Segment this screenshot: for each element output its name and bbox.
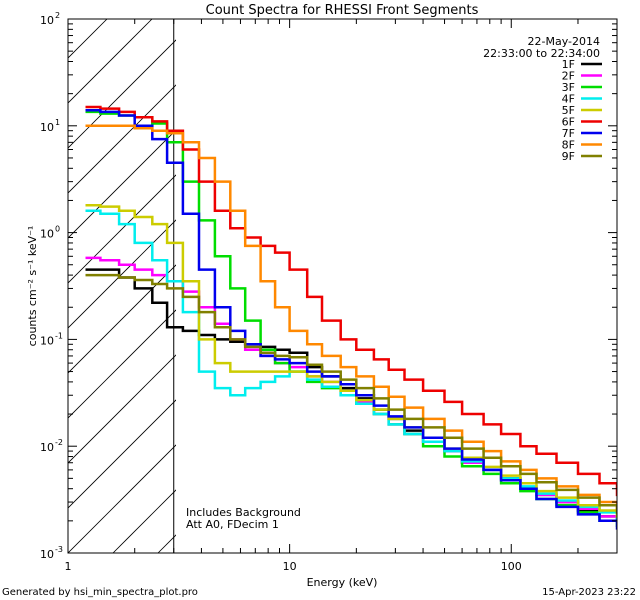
y-axis-label: counts cm⁻² s⁻¹ keV⁻¹ [26, 226, 39, 347]
legend-label-2F: 2F [562, 70, 575, 83]
legend-label-4F: 4F [562, 93, 575, 106]
hatch-line [293, 0, 640, 553]
hatch-line [68, 219, 176, 329]
legend-label-6F: 6F [562, 116, 575, 129]
plot-frame [67, 18, 618, 554]
y-tick-label: 10 [40, 441, 54, 454]
series-line-4F [85, 209, 617, 520]
y-tick-exponent: -3 [55, 545, 63, 554]
date-label: 22-May-2014 [528, 35, 600, 48]
y-tick-exponent: -1 [55, 331, 63, 340]
series-line-8F [85, 124, 617, 510]
y-tick-exponent: 2 [55, 11, 60, 20]
chart-title: Count Spectra for RHESSI Front Segments [206, 3, 479, 18]
annotation-background: Includes Background [186, 506, 301, 519]
hatch-line [383, 0, 640, 553]
legend-label-7F: 7F [562, 127, 575, 140]
hatch-line [68, 174, 176, 284]
x-tick-label: 1 [65, 560, 72, 573]
legend-label-9F: 9F [562, 150, 575, 163]
y-tick-label: 10 [40, 228, 54, 241]
hatch-line [68, 264, 176, 374]
hatch-line [68, 129, 176, 239]
legend-label-5F: 5F [562, 104, 575, 117]
excluded-region-hatch [68, 0, 640, 553]
series-layer [85, 105, 617, 530]
hatch-line [68, 19, 153, 104]
legend-label-3F: 3F [562, 81, 575, 94]
hatch-line [68, 84, 176, 194]
y-tick-label: 10 [40, 121, 54, 134]
series-line-5F [85, 204, 617, 518]
y-tick-exponent: -2 [55, 438, 63, 447]
footer-timestamp: 15-Apr-2023 23:22 [542, 587, 636, 598]
legend-label-1F: 1F [562, 58, 575, 71]
y-tick-label: 10 [40, 548, 54, 561]
y-tick-label: 10 [40, 334, 54, 347]
hatch-line [68, 39, 176, 149]
y-tick-exponent: 0 [55, 225, 60, 234]
series-line-6F [85, 105, 617, 497]
hatch-line [68, 444, 176, 553]
x-tick-label: 100 [501, 560, 522, 573]
legend-label-8F: 8F [562, 139, 575, 152]
footer-generated-by: Generated by hsi_min_spectra_plot.pro [2, 587, 198, 598]
hatch-line [68, 19, 108, 59]
series-line-9F [85, 273, 617, 514]
hatch-line [68, 354, 176, 464]
hatch-line [68, 399, 176, 509]
annotation-attenuator: Att A0, FDecim 1 [186, 518, 279, 531]
x-axis-label: Energy (keV) [307, 576, 378, 589]
x-tick-label: 10 [283, 560, 297, 573]
y-tick-label: 10 [40, 14, 54, 27]
y-tick-exponent: 1 [55, 118, 60, 127]
time-range-label: 22:33:00 to 22:34:00 [483, 47, 600, 60]
